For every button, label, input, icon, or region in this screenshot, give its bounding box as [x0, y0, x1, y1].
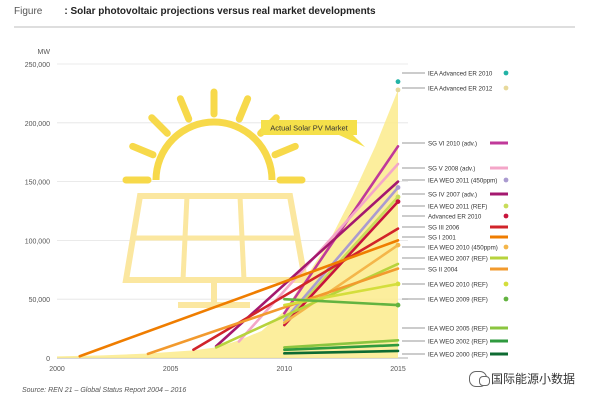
panel-grid-line	[237, 195, 247, 281]
figure-label: Figure	[14, 6, 43, 17]
figure-header: Figure : Solar photovoltaic projections v…	[14, 6, 376, 17]
series-point	[395, 194, 401, 200]
series-line	[283, 339, 400, 349]
legend-label: SG VI 2010 (adv.)	[428, 140, 477, 147]
legend-label: SG I 2001	[428, 234, 456, 241]
legend-marker	[503, 85, 509, 91]
wechat-icon	[468, 370, 490, 387]
series-line	[283, 343, 400, 352]
figure-title: : Solar photovoltaic projections versus …	[64, 6, 376, 17]
series-point	[395, 281, 401, 287]
sun-ray	[235, 95, 252, 123]
legend-marker	[503, 244, 509, 250]
series-point	[395, 87, 401, 93]
legend-label: IEA Advanced ER 2010	[428, 70, 493, 77]
y-tick-label: 100,000	[25, 238, 50, 245]
actual-market-badge-pointer	[339, 135, 365, 147]
x-tick-label: 2015	[390, 366, 406, 373]
actual-market-label: Actual Solar PV Market	[270, 124, 348, 133]
x-tick-label: 2010	[277, 366, 293, 373]
legend-label: IEA WEO 2010 (450ppm)	[428, 244, 498, 251]
actual-market-badge	[261, 120, 357, 135]
legend-marker	[503, 203, 509, 209]
y-tick-label: 0	[46, 356, 50, 363]
legend-marker	[503, 70, 509, 76]
series-line	[283, 297, 400, 307]
sun-ray	[271, 142, 299, 159]
legend-label: IEA WEO 2011 (450ppm)	[428, 177, 497, 184]
sun-arc	[152, 118, 276, 181]
series-line	[283, 186, 400, 322]
legend-label: IEA WEO 2010 (REF)	[428, 281, 488, 288]
legend-marker	[503, 213, 509, 219]
series-line	[78, 239, 400, 358]
y-unit-label: MW	[38, 49, 51, 56]
sun-ray	[176, 95, 193, 123]
series-line	[192, 227, 400, 352]
legend-label: IEA WEO 2002 (REF)	[428, 338, 488, 345]
legend-label: IEA WEO 2009 (REF)	[428, 296, 488, 303]
legend-label: IEA WEO 2011 (REF)	[428, 203, 487, 210]
sun-ray	[129, 142, 157, 159]
sun-panel-icon	[122, 88, 309, 308]
series-point	[395, 185, 401, 190]
series-line	[283, 243, 400, 325]
x-tick-label: 2000	[49, 366, 65, 373]
panel-grid-line	[180, 195, 190, 281]
series-point	[395, 302, 401, 308]
series-line	[146, 267, 400, 356]
legend-label: Advanced ER 2010	[428, 213, 482, 220]
legend-label: IEA Advanced ER 2012	[428, 85, 493, 92]
watermark-text: 国际能源小数据	[490, 372, 575, 386]
y-tick-label: 250,000	[25, 62, 50, 69]
watermark: 国际能源小数据	[468, 370, 575, 387]
series-point	[395, 79, 401, 85]
y-tick-label: 200,000	[25, 121, 50, 128]
series-line	[283, 349, 400, 355]
source-note: Source: REN 21 – Global Status Report 20…	[22, 387, 187, 394]
legend-label: IEA WEO 2005 (REF)	[428, 325, 488, 332]
y-tick-label: 50,000	[29, 297, 51, 304]
legend-label: SG IV 2007 (adv.)	[428, 191, 477, 198]
legend-label: IEA WEO 2000 (REF)	[428, 351, 488, 358]
sun-ray	[148, 114, 171, 137]
legend-marker	[503, 296, 509, 302]
legend-label: SG III 2006	[428, 224, 460, 231]
series-line	[283, 282, 400, 307]
legend-label: IEA WEO 2007 (REF)	[428, 255, 488, 262]
y-tick-label: 150,000	[25, 180, 50, 187]
legend-marker	[503, 281, 509, 287]
series-point	[395, 242, 401, 248]
legend-label: SG II 2004	[428, 266, 458, 273]
legend-label: SG V 2008 (adv.)	[428, 165, 475, 172]
series-point	[395, 199, 401, 204]
x-tick-label: 2005	[163, 366, 179, 373]
legend-marker	[503, 177, 509, 183]
